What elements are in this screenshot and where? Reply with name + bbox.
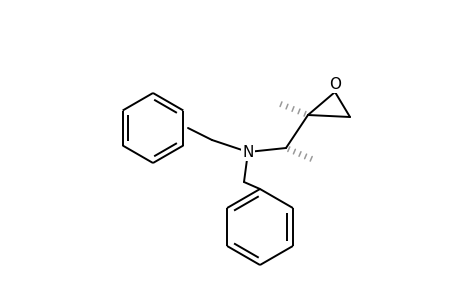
Text: O: O [328, 76, 340, 92]
Text: N: N [242, 145, 253, 160]
